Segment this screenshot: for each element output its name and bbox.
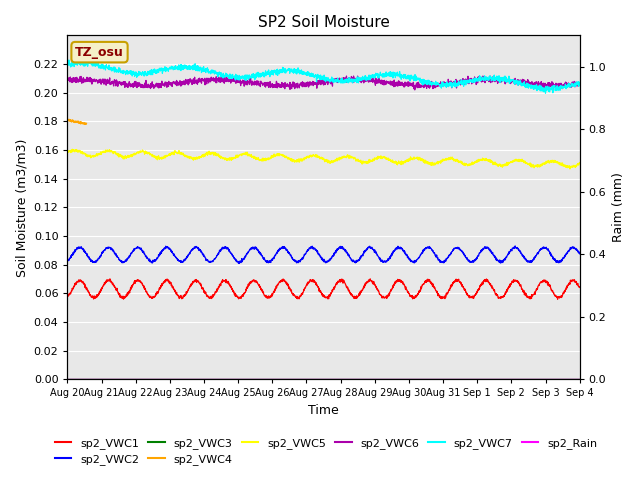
sp2_VWC7 xyxy=(576,82,584,87)
sp2_VWC5 xyxy=(566,166,574,172)
sp2_VWC7 xyxy=(531,85,538,91)
sp2_VWC1 xyxy=(576,285,584,290)
sp2_VWC5 xyxy=(349,155,357,161)
Legend: sp2_VWC1, sp2_VWC2, sp2_VWC3, sp2_VWC4, sp2_VWC5, sp2_VWC6, sp2_VWC7, sp2_Rain: sp2_VWC1, sp2_VWC2, sp2_VWC3, sp2_VWC4, … xyxy=(51,433,602,469)
Text: TZ_osu: TZ_osu xyxy=(75,46,124,59)
sp2_VWC1 xyxy=(366,276,374,282)
sp2_VWC7 xyxy=(63,62,71,68)
sp2_VWC3 xyxy=(338,376,346,382)
sp2_VWC2 xyxy=(339,244,346,250)
sp2_VWC7 xyxy=(339,80,346,85)
sp2_VWC4 xyxy=(63,117,71,123)
Line: sp2_VWC7: sp2_VWC7 xyxy=(67,60,580,93)
sp2_VWC6 xyxy=(545,80,553,86)
sp2_VWC3 xyxy=(472,376,480,382)
sp2_Rain xyxy=(63,376,71,382)
sp2_VWC6 xyxy=(576,83,584,88)
sp2_VWC5 xyxy=(531,164,538,169)
Line: sp2_VWC5: sp2_VWC5 xyxy=(67,149,580,169)
Line: sp2_VWC4: sp2_VWC4 xyxy=(67,120,86,124)
sp2_Rain xyxy=(576,376,584,382)
sp2_VWC3 xyxy=(63,376,71,382)
sp2_Rain xyxy=(207,376,214,382)
sp2_VWC5 xyxy=(576,160,584,166)
sp2_VWC5 xyxy=(68,146,76,152)
sp2_VWC2 xyxy=(207,258,214,264)
sp2_VWC5 xyxy=(472,159,480,165)
sp2_VWC3 xyxy=(349,376,357,382)
sp2_VWC6 xyxy=(531,83,539,88)
sp2_VWC6 xyxy=(472,79,480,84)
Title: SP2 Soil Moisture: SP2 Soil Moisture xyxy=(258,15,390,30)
sp2_VWC1 xyxy=(531,289,538,295)
sp2_VWC7 xyxy=(472,78,480,84)
sp2_VWC7 xyxy=(541,90,549,96)
sp2_VWC7 xyxy=(545,85,553,91)
sp2_VWC2 xyxy=(236,261,243,266)
sp2_VWC2 xyxy=(511,243,519,249)
sp2_VWC2 xyxy=(545,248,553,254)
sp2_VWC3 xyxy=(531,376,538,382)
sp2_VWC1 xyxy=(545,282,553,288)
sp2_VWC6 xyxy=(411,87,419,93)
sp2_VWC7 xyxy=(207,71,214,77)
sp2_VWC6 xyxy=(63,78,71,84)
sp2_Rain xyxy=(545,376,552,382)
sp2_VWC1 xyxy=(472,290,480,296)
Y-axis label: Soil Moisture (m3/m3): Soil Moisture (m3/m3) xyxy=(15,138,28,276)
sp2_VWC6 xyxy=(339,78,346,84)
X-axis label: Time: Time xyxy=(308,404,339,417)
Line: sp2_VWC2: sp2_VWC2 xyxy=(67,246,580,264)
sp2_VWC2 xyxy=(472,256,480,262)
sp2_VWC5 xyxy=(207,151,214,156)
sp2_VWC2 xyxy=(531,255,539,261)
sp2_VWC6 xyxy=(349,77,357,83)
sp2_VWC3 xyxy=(545,376,552,382)
sp2_VWC7 xyxy=(349,78,357,84)
sp2_VWC5 xyxy=(545,159,553,165)
Y-axis label: Raim (mm): Raim (mm) xyxy=(612,172,625,242)
sp2_VWC6 xyxy=(221,72,228,78)
sp2_VWC1 xyxy=(63,293,71,299)
sp2_Rain xyxy=(338,376,346,382)
sp2_VWC7 xyxy=(65,57,73,63)
sp2_VWC1 xyxy=(554,296,561,302)
sp2_VWC1 xyxy=(207,294,214,300)
sp2_Rain xyxy=(472,376,480,382)
sp2_Rain xyxy=(531,376,538,382)
sp2_VWC3 xyxy=(576,376,584,382)
sp2_VWC5 xyxy=(339,155,346,160)
sp2_VWC2 xyxy=(576,251,584,257)
Line: sp2_VWC1: sp2_VWC1 xyxy=(67,279,580,299)
sp2_Rain xyxy=(349,376,357,382)
Line: sp2_VWC6: sp2_VWC6 xyxy=(67,75,580,90)
sp2_VWC6 xyxy=(207,76,214,82)
sp2_VWC2 xyxy=(63,259,71,264)
sp2_VWC2 xyxy=(349,257,357,263)
sp2_VWC1 xyxy=(349,294,357,300)
sp2_VWC5 xyxy=(63,149,71,155)
sp2_VWC3 xyxy=(207,376,214,382)
sp2_VWC1 xyxy=(338,276,346,282)
